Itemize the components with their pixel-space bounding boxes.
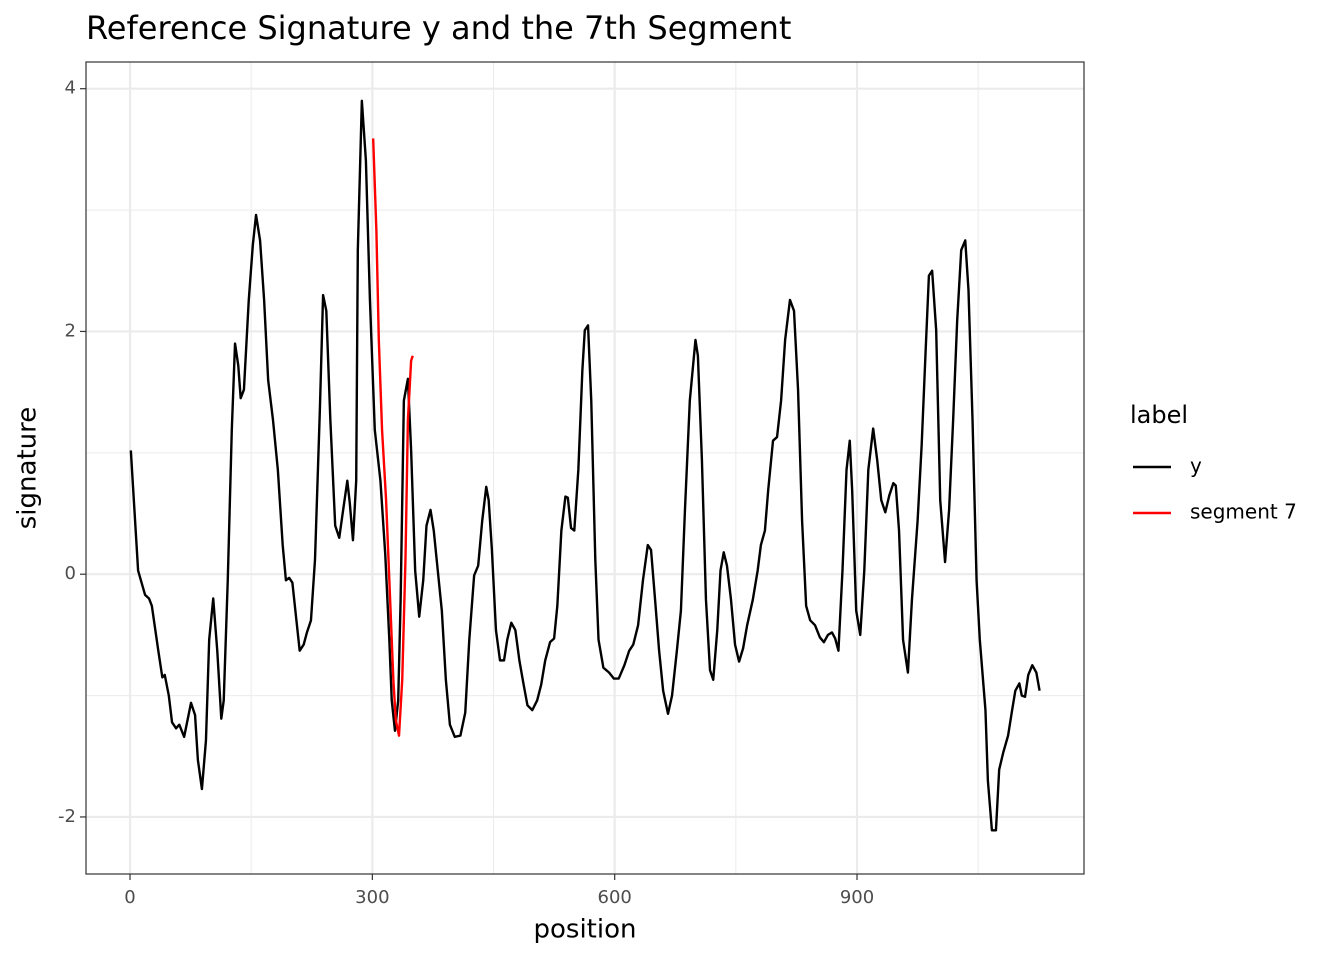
x-tick-label: 0 [124, 887, 135, 908]
y-tick-label: 2 [65, 320, 76, 341]
chart-title: Reference Signature y and the 7th Segmen… [86, 9, 791, 47]
panel-border [85, 61, 1085, 875]
series-line [129, 99, 1041, 832]
legend-label: segment 7 [1190, 500, 1297, 524]
y-tick-label: 0 [65, 563, 76, 584]
grid [86, 62, 1084, 874]
y-tick-label: -2 [58, 806, 76, 827]
series-line [371, 138, 414, 737]
y-tick-label: 4 [65, 78, 76, 99]
x-tick-label: 900 [840, 887, 874, 908]
y-axis-label: signature [13, 407, 43, 529]
x-tick-label: 300 [355, 887, 389, 908]
legend-title: label [1130, 401, 1188, 429]
legend-label: y [1190, 454, 1202, 478]
x-tick-label: 600 [598, 887, 632, 908]
x-axis-label: position [534, 915, 637, 945]
